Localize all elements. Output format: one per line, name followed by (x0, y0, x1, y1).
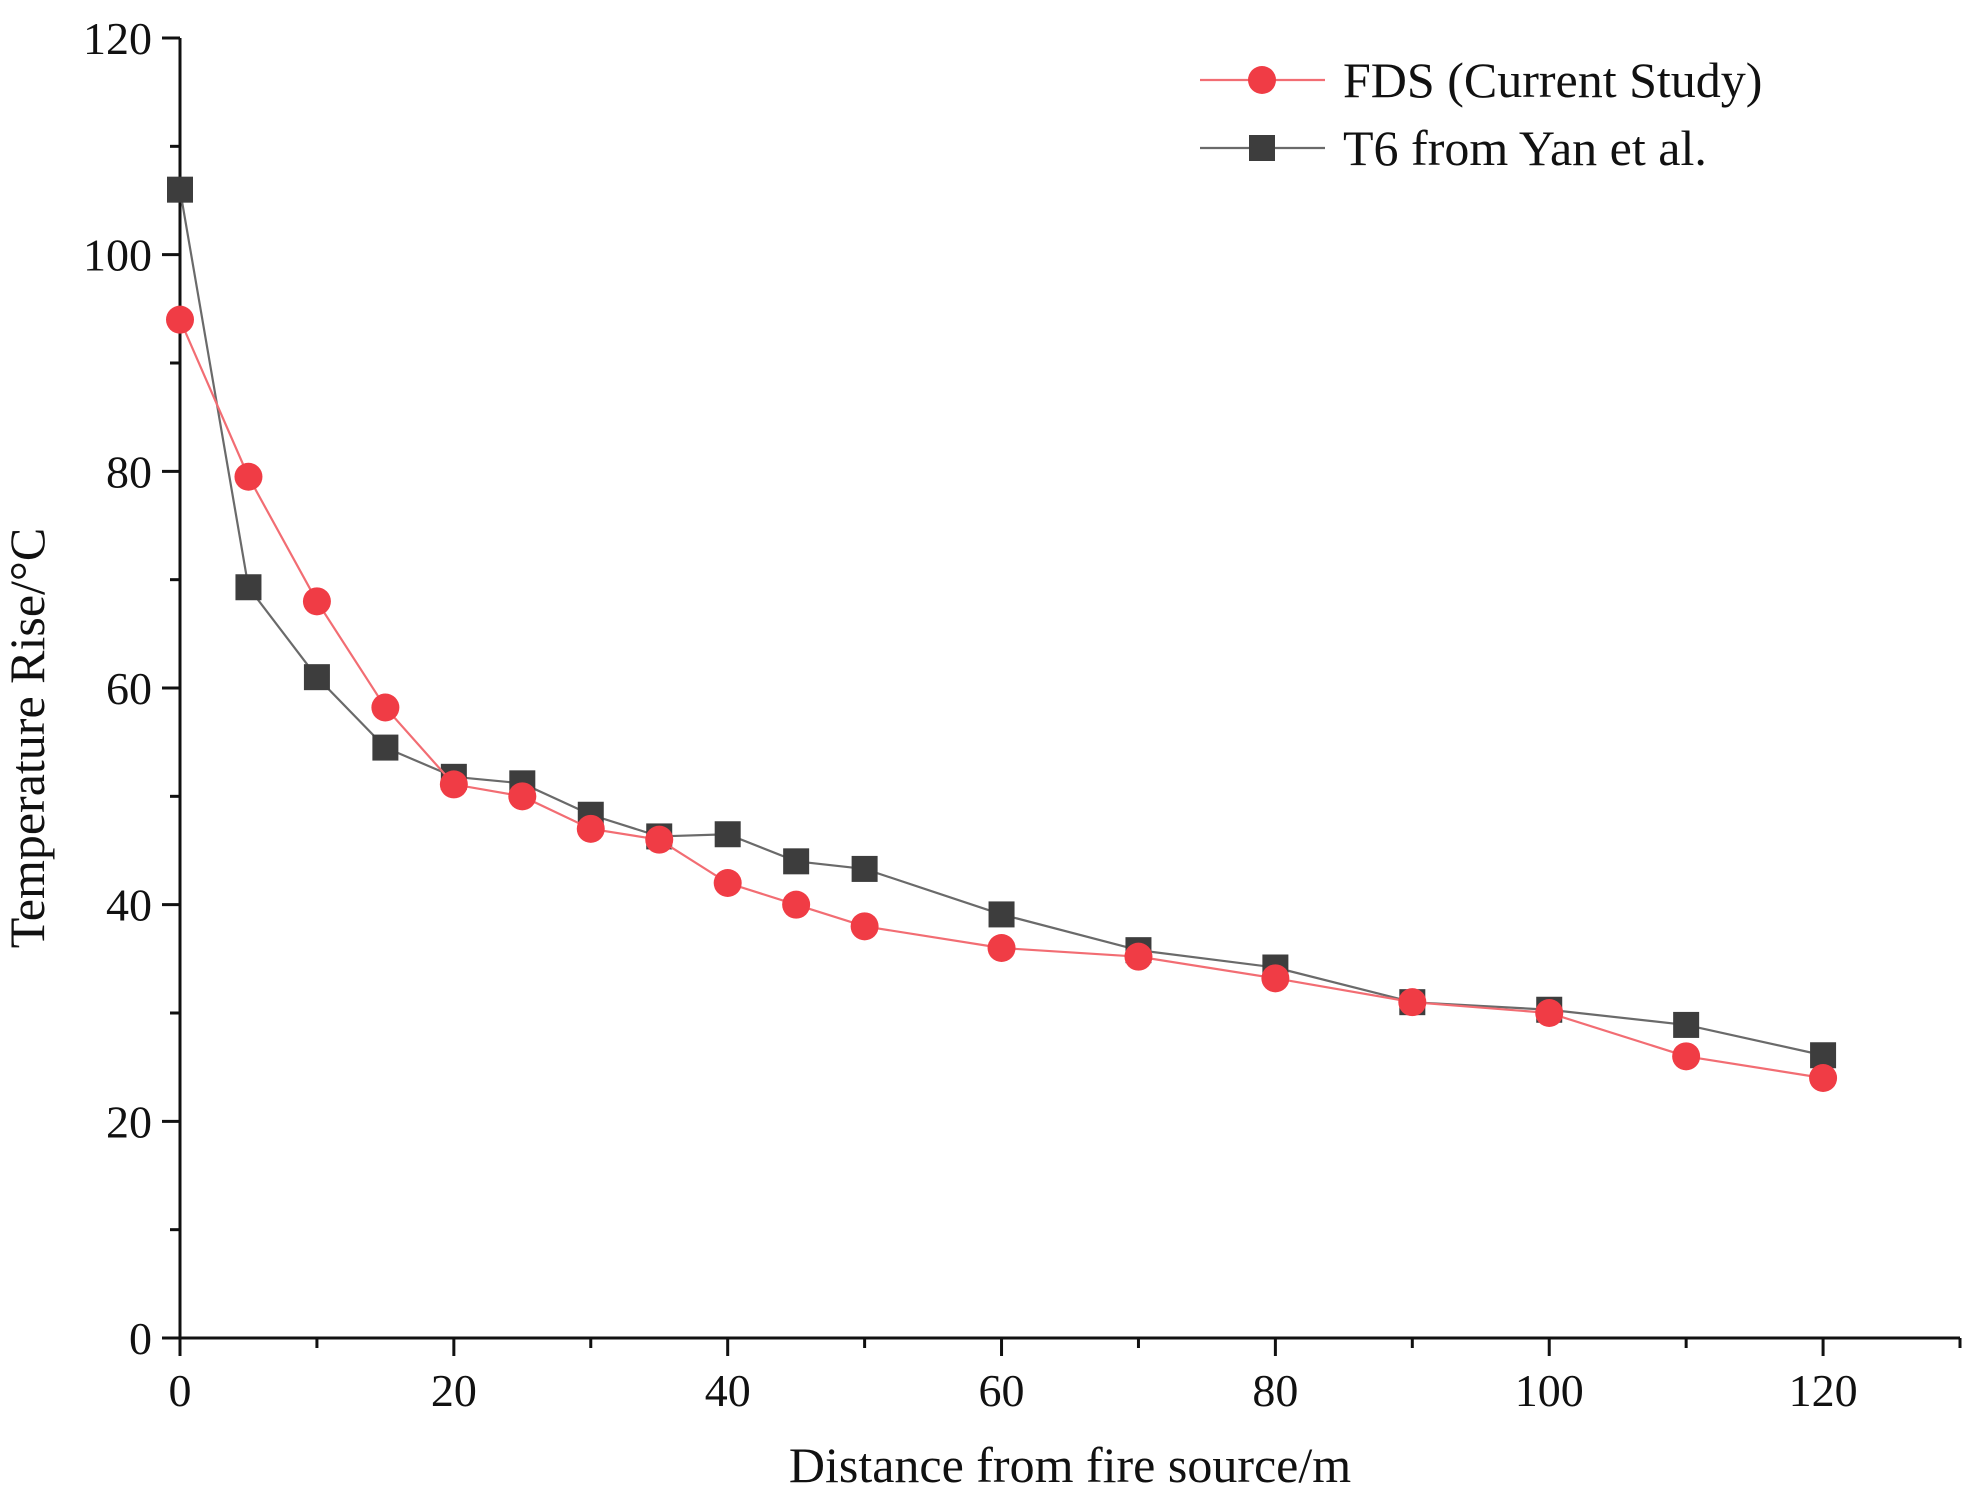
data-point (302, 587, 331, 616)
legend-item: FDS (Current Study) (1200, 52, 1762, 108)
data-point (508, 782, 537, 811)
legend-label: T6 from Yan et al. (1343, 120, 1707, 176)
y-tick-label: 100 (83, 230, 152, 281)
data-point (576, 814, 605, 843)
data-point (1673, 1011, 1700, 1038)
axes: 0 20 40 60 80 100 120 0 20 40 60 80 100 120 (83, 13, 1962, 1416)
plot-area (166, 176, 1838, 1092)
data-point (235, 574, 262, 601)
y-tick-label: 120 (83, 13, 152, 64)
data-point (166, 305, 194, 334)
data-point (851, 855, 878, 882)
data-point (645, 825, 674, 854)
data-point (1535, 999, 1564, 1027)
series-fds (166, 305, 1838, 1092)
data-point (167, 176, 193, 203)
data-point (1261, 964, 1290, 993)
legend-marker (1249, 135, 1275, 161)
y-tick-label: 60 (106, 663, 152, 714)
legend: FDS (Current Study) T6 from Yan et al. (1200, 52, 1762, 176)
data-point (714, 821, 741, 848)
x-axis-title: Distance from fire source/m (789, 1437, 1351, 1493)
data-point (987, 934, 1016, 962)
data-point (234, 462, 263, 491)
data-point (372, 734, 399, 761)
data-point (371, 693, 400, 722)
data-point (1672, 1042, 1701, 1071)
x-tick-label: 100 (1515, 1365, 1584, 1416)
legend-marker (1248, 66, 1276, 94)
x-tick-label: 60 (979, 1365, 1025, 1416)
legend-item: T6 from Yan et al. (1200, 120, 1707, 176)
data-point (783, 848, 810, 875)
data-point (303, 664, 330, 691)
data-point (1124, 942, 1153, 971)
data-point (713, 869, 742, 897)
x-tick-label: 0 (169, 1365, 192, 1416)
series-line (178, 319, 1824, 1080)
y-tick-label: 80 (106, 446, 152, 497)
data-point (1809, 1064, 1838, 1092)
data-point (439, 770, 468, 799)
x-tick-label: 40 (705, 1365, 751, 1416)
y-tick-label: 20 (106, 1096, 152, 1147)
x-tick-label: 80 (1252, 1365, 1298, 1416)
x-tick-label: 20 (431, 1365, 477, 1416)
x-tick-label: 120 (1789, 1365, 1858, 1416)
data-point (1398, 988, 1427, 1017)
y-tick-label: 0 (129, 1313, 152, 1364)
y-axis-title: Temperature Rise/°C (0, 528, 55, 949)
y-tick-label: 40 (106, 880, 152, 931)
data-point (850, 912, 879, 941)
data-point (1810, 1042, 1837, 1069)
legend-label: FDS (Current Study) (1343, 52, 1762, 108)
data-point (988, 901, 1015, 928)
data-point (782, 890, 811, 919)
